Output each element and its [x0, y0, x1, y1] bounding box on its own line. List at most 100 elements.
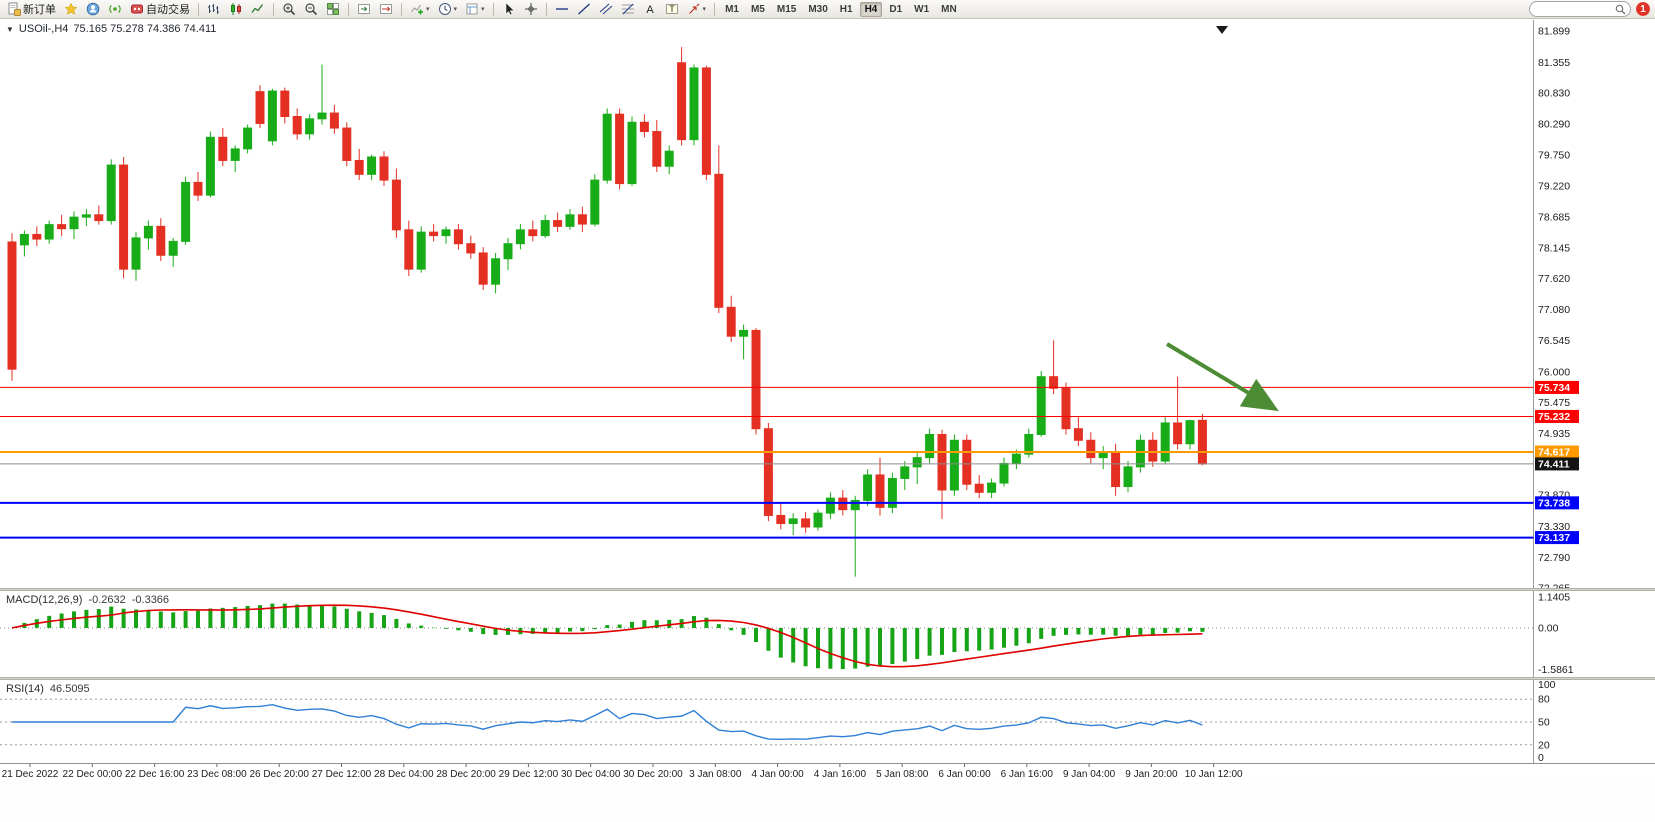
timeframe-w1[interactable]: W1: [914, 3, 930, 15]
svg-text:-1.5861: -1.5861: [1538, 664, 1574, 676]
candle: [664, 145, 674, 175]
timeframe-d1[interactable]: D1: [889, 3, 903, 15]
templates-button[interactable]: ▾: [461, 0, 489, 19]
rsi-label[interactable]: RSI(14) 46.5095: [6, 683, 90, 695]
favorites-button[interactable]: [60, 0, 82, 19]
candle: [391, 168, 401, 238]
crosshair-button[interactable]: [520, 0, 542, 19]
candle: [280, 87, 290, 124]
candle: [243, 124, 253, 154]
candlestick-chart-button[interactable]: [225, 0, 247, 19]
auto-scroll-button[interactable]: [375, 0, 397, 19]
toolbar-separator: [198, 2, 199, 16]
new-order-button[interactable]: 新订单: [3, 0, 60, 19]
candle: [305, 114, 315, 140]
candle: [267, 88, 277, 146]
toolbar-separator: [401, 2, 402, 16]
candle: [218, 128, 228, 167]
bottom-strip: [0, 781, 1655, 822]
time-label: 10 Jan 12:00: [1185, 769, 1243, 780]
trendline-button[interactable]: [573, 0, 595, 19]
candle: [540, 214, 550, 238]
candle: [528, 220, 538, 242]
autotrade-button[interactable]: 自动交易: [126, 0, 194, 19]
svg-text:75.232: 75.232: [1538, 411, 1570, 423]
macd-signal-value: -0.3366: [131, 594, 170, 606]
candle: [739, 324, 749, 360]
rsi-line: [12, 703, 1203, 741]
timeframe-h4[interactable]: H4: [859, 1, 883, 17]
timeframe-m5[interactable]: M5: [750, 3, 765, 15]
candle: [491, 252, 501, 294]
candle: [751, 328, 761, 435]
candle: [937, 429, 947, 519]
timeframe-mn[interactable]: MN: [941, 3, 957, 15]
time-axis[interactable]: 21 Dec 2022 22 Dec 00:00 22 Dec 16:00 23 De…: [0, 763, 1655, 782]
signals-icon: [108, 2, 122, 16]
chart-shift-button[interactable]: [353, 0, 375, 19]
label-button[interactable]: T: [661, 0, 683, 19]
periods-button[interactable]: ▾: [434, 0, 462, 19]
indicators-button[interactable]: ▾: [406, 0, 434, 19]
candle: [639, 114, 649, 138]
linechart-icon: [251, 2, 265, 16]
candle: [1197, 413, 1207, 466]
time-label: 21 Dec 2022: [2, 769, 59, 780]
notification-badge[interactable]: 1: [1636, 2, 1650, 16]
candle: [478, 247, 488, 290]
new-order-button-label: 新订单: [23, 4, 56, 16]
pane-resizer[interactable]: [0, 677, 1655, 680]
candles-group: [7, 47, 1207, 577]
candle: [156, 218, 166, 262]
time-label: 28 Dec 04:00: [374, 769, 434, 780]
candles-icon: [229, 2, 243, 16]
svg-text:78.145: 78.145: [1538, 243, 1570, 255]
candle: [7, 233, 17, 381]
candle: [1073, 417, 1083, 447]
bar-chart-button[interactable]: [203, 0, 225, 19]
signals-button[interactable]: [104, 0, 126, 19]
candle: [1135, 434, 1145, 473]
timeframe-h1[interactable]: H1: [839, 3, 853, 15]
zoom-in-button[interactable]: [278, 0, 300, 19]
candle: [825, 492, 835, 519]
fibonacci-button[interactable]: [617, 0, 639, 19]
search-box[interactable]: [1529, 1, 1631, 17]
arrows-button[interactable]: ▾: [683, 0, 711, 19]
crosshair-icon: [524, 2, 538, 16]
trend-arrow[interactable]: [1165, 342, 1279, 412]
candle: [32, 226, 42, 247]
profile-button[interactable]: [82, 0, 104, 19]
macd-name: MACD(12,26,9): [6, 594, 83, 606]
candle: [193, 172, 203, 201]
fibo-icon: [621, 2, 635, 16]
svg-text:76.545: 76.545: [1538, 335, 1570, 347]
rsi-name: RSI(14): [6, 683, 44, 695]
svg-text:74.411: 74.411: [1538, 458, 1570, 470]
chart-menu-icon[interactable]: ▼: [6, 24, 14, 34]
search-input[interactable]: [1534, 2, 1608, 16]
cursor-button[interactable]: [498, 0, 520, 19]
svg-text:0: 0: [1538, 752, 1544, 763]
candle: [763, 422, 773, 522]
chevron-down-icon: ▾: [426, 5, 430, 13]
zoom-out-button[interactable]: [300, 0, 322, 19]
pane-resizer[interactable]: [0, 588, 1655, 591]
timeframe-m15[interactable]: M15: [776, 3, 797, 15]
horizontal-line-button[interactable]: [551, 0, 573, 19]
candle: [329, 104, 339, 134]
search-icon: [1615, 4, 1626, 15]
channel-button[interactable]: [595, 0, 617, 19]
tile-windows-button[interactable]: [322, 0, 344, 19]
toolbar: 新订单 自动交易 ▾ ▾ ▾ A T ▾ M1 M5 M15 M30 H1 H4 D1 W1 MN 1: [0, 0, 1655, 19]
timeframe-m1[interactable]: M1: [725, 3, 739, 15]
candle: [19, 230, 29, 257]
chevron-down-icon: ▾: [702, 5, 707, 13]
candle: [503, 237, 513, 271]
line-chart-button[interactable]: [247, 0, 269, 19]
macd-label[interactable]: MACD(12,26,9) -0.2632 -0.3366: [6, 594, 169, 606]
chart-shift-marker[interactable]: [1216, 26, 1228, 34]
timeframe-m30[interactable]: M30: [808, 3, 828, 15]
rsi-value: 46.5095: [49, 683, 90, 695]
text-button[interactable]: A: [639, 0, 661, 19]
